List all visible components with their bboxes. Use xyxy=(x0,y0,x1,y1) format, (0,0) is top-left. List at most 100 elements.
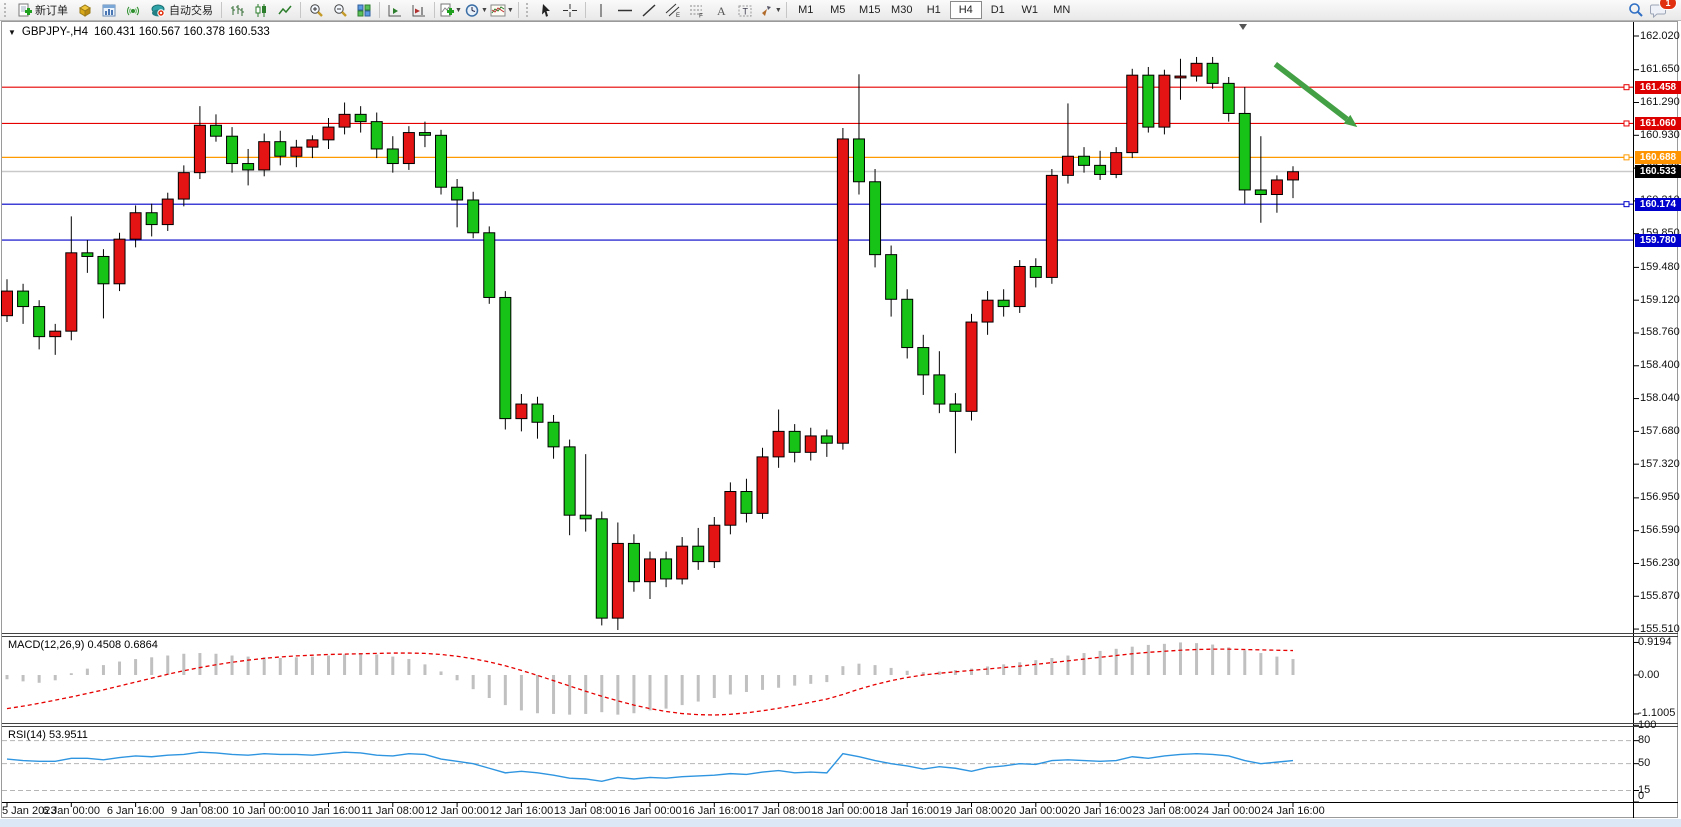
candle-body xyxy=(788,430,801,453)
new-order-button[interactable]: 新订单 xyxy=(12,1,73,19)
candle-body xyxy=(595,518,608,619)
candle-body xyxy=(852,138,865,183)
auto-scroll-button[interactable] xyxy=(383,1,407,19)
svg-text:F: F xyxy=(699,12,703,18)
macd-histogram-bar xyxy=(905,670,909,675)
timeframe-w1-button[interactable]: W1 xyxy=(1021,4,1039,16)
chart-shift-button[interactable] xyxy=(407,1,431,19)
candle-body xyxy=(676,545,689,580)
candle-body xyxy=(274,141,287,157)
timeframe-m15-button[interactable]: M15 xyxy=(859,4,881,16)
macd-histogram-bar xyxy=(1082,653,1086,675)
new-chart-button[interactable]: ▼ xyxy=(438,1,463,19)
line-chart-button[interactable] xyxy=(273,1,297,19)
candlestick-series[interactable] xyxy=(1,56,1299,630)
timeframe-h1-button[interactable]: H1 xyxy=(926,4,941,16)
auto-trading-icon xyxy=(150,3,166,18)
zoom-out-button[interactable] xyxy=(328,1,352,19)
timeframe-m1-button[interactable]: M1 xyxy=(798,4,814,16)
vertical-line-tool[interactable] xyxy=(589,1,613,19)
candlestick-chart-button[interactable] xyxy=(249,1,273,19)
bar-chart-button[interactable] xyxy=(225,1,249,19)
auto-trading-button[interactable]: 自动交易 xyxy=(145,1,218,19)
horizontal-line-tool[interactable] xyxy=(613,1,637,19)
macd-histogram-bar xyxy=(423,664,427,675)
fibonacci-tool[interactable]: F xyxy=(685,1,709,19)
chart-shift-marker[interactable] xyxy=(1239,24,1247,30)
notifications-button[interactable]: 1 xyxy=(1647,0,1677,19)
candle-body xyxy=(1206,62,1219,84)
trendline-tool[interactable] xyxy=(637,1,661,19)
candle-body xyxy=(451,186,464,201)
crosshair-tool-button[interactable] xyxy=(558,1,582,19)
zoom-in-button[interactable] xyxy=(304,1,328,19)
macd-histogram-bar xyxy=(439,671,443,675)
macd-histogram-bar xyxy=(69,673,73,675)
macd-histogram-bar xyxy=(1018,662,1022,675)
text-label-tool[interactable]: T xyxy=(733,1,757,19)
arrows-tool[interactable]: ▼ xyxy=(757,1,783,19)
toolbar-drag-handle[interactable] xyxy=(525,3,531,17)
macd-pane[interactable] xyxy=(5,642,1295,716)
candle-body xyxy=(1158,74,1171,128)
cursor-tool-button[interactable] xyxy=(534,1,558,19)
annotation-arrow-head[interactable] xyxy=(1343,114,1358,128)
bar-chart-icon xyxy=(229,3,245,18)
macd-histogram-bar xyxy=(1114,648,1118,675)
candle-body xyxy=(49,330,62,338)
timeframe-m30-button[interactable]: M30 xyxy=(891,4,913,16)
annotation-arrow[interactable] xyxy=(1273,62,1349,122)
macd-histogram-bar xyxy=(487,675,491,699)
zoom-out-icon xyxy=(332,3,348,18)
macd-histogram-bar xyxy=(1195,643,1199,675)
text-tool[interactable]: A xyxy=(709,1,733,19)
macd-histogram-bar xyxy=(1211,644,1215,675)
timeframe-mn-button[interactable]: MN xyxy=(1053,4,1071,16)
equidistant-channel-tool[interactable]: E xyxy=(661,1,685,19)
line-handle[interactable] xyxy=(1623,201,1630,208)
macd-histogram-bar xyxy=(37,675,41,683)
periods-button[interactable]: ▼ xyxy=(463,1,489,19)
auto-scroll-icon xyxy=(387,3,403,18)
macd-histogram-bar xyxy=(1162,643,1166,675)
macd-histogram-bar xyxy=(1243,650,1247,675)
market-watch-button[interactable] xyxy=(73,1,97,19)
timeframe-m5-button[interactable]: M5 xyxy=(830,4,846,16)
candle-body xyxy=(467,199,480,234)
timeframe-d1-button[interactable]: D1 xyxy=(990,4,1005,16)
main-toolbar: 新订单 自动交易 xyxy=(0,0,1681,21)
line-handle[interactable] xyxy=(1623,120,1630,127)
macd-histogram-bar xyxy=(793,675,797,686)
timeframe-h4-button[interactable]: H4 xyxy=(949,1,982,19)
toolbar-separator xyxy=(379,2,380,18)
candle-body xyxy=(338,113,351,128)
rsi-pane[interactable] xyxy=(2,740,1633,791)
candle-body xyxy=(17,290,30,308)
candle-body xyxy=(981,299,994,323)
cursor-icon xyxy=(538,3,554,18)
candle-body xyxy=(209,124,222,137)
macd-histogram-bar xyxy=(568,675,572,715)
tile-windows-button[interactable] xyxy=(352,1,376,19)
trendline-icon xyxy=(641,3,657,18)
signals-button[interactable] xyxy=(121,1,145,19)
macd-histogram-bar xyxy=(5,675,9,680)
candle-body xyxy=(820,435,833,444)
chart-window-button[interactable] xyxy=(97,1,121,19)
macd-histogram-bar xyxy=(455,675,459,681)
toolbar-drag-handle[interactable] xyxy=(4,3,9,17)
candlestick-chart-icon xyxy=(253,3,269,18)
candle-body xyxy=(660,558,673,580)
macd-histogram-bar xyxy=(294,657,298,675)
macd-histogram-bar xyxy=(343,654,347,675)
line-handle[interactable] xyxy=(1623,84,1630,91)
new-order-label: 新订单 xyxy=(35,5,68,17)
candle-body xyxy=(177,172,190,200)
candle-body xyxy=(724,491,737,526)
candle-body xyxy=(1190,62,1203,77)
candle-body xyxy=(33,306,46,338)
templates-button[interactable]: ▼ xyxy=(489,1,515,19)
line-handle[interactable] xyxy=(1623,154,1630,161)
search-button[interactable] xyxy=(1623,1,1647,19)
